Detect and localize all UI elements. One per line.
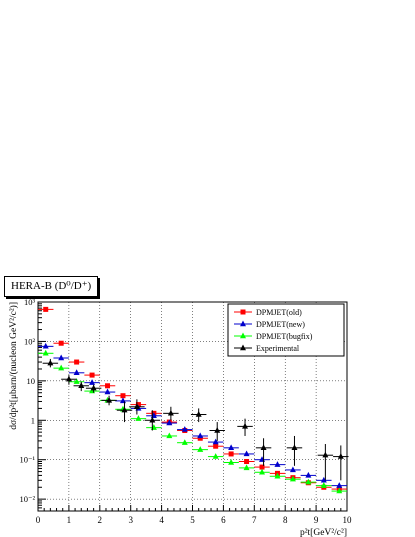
data-point-dpmjet-new [181,426,188,432]
data-point-dpmjet-new [305,471,312,478]
data-point-dpmjet-bugfix [305,478,312,485]
x-tick-label: 7 [252,515,257,525]
data-point-experimental [149,416,156,423]
data-point-dpmjet-old [197,435,203,441]
x-axis-label: p²t[GeV²/c²] [300,528,347,537]
chart-title: HERA-B (D⁰/D⁺) [4,276,99,297]
data-point-dpmjet-new [104,388,111,395]
data-point-experimental [121,406,128,413]
y-tick-label: 10⁻¹ [19,455,35,465]
data-point-dpmjet-bugfix [181,439,188,445]
data-point-dpmjet-old [213,443,219,449]
x-tick-label: 1 [67,515,72,525]
legend-label-dpmjet-bugfix: DPMJET(bugfix) [256,332,313,341]
data-point-dpmjet-bugfix [73,378,80,384]
data-point-dpmjet-new [320,476,327,483]
data-point-dpmjet-bugfix [135,415,142,421]
data-point-experimental [78,382,85,388]
legend-label-dpmjet-new: DPMJET(new) [256,320,305,329]
data-point-dpmjet-new [73,369,80,376]
data-point-experimental [195,411,202,417]
data-point-dpmjet-old [135,402,141,408]
data-point-dpmjet-bugfix [212,453,219,459]
data-point-dpmjet-bugfix [336,487,343,494]
data-point-dpmjet-old [259,464,265,470]
data-point-dpmjet-new [42,342,49,349]
data-point-dpmjet-new [212,438,219,445]
data-point-experimental [90,384,97,391]
y-tick-label: 1 [31,415,35,425]
data-point-dpmjet-old [228,451,234,457]
data-point-experimental [106,396,113,403]
legend-marker-dpmjet-bugfix [240,332,246,339]
x-tick-label: 3 [128,515,133,525]
data-point-dpmjet-bugfix [243,464,250,471]
data-point-dpmjet-new [58,354,65,361]
data-point-experimental [322,451,329,458]
data-point-dpmjet-bugfix [197,446,204,452]
data-point-experimental [47,359,54,366]
data-point-dpmjet-bugfix [228,458,235,465]
data-point-experimental [167,409,174,416]
y-axis-label: dσ/dp²t[μbarn/(nucleon GeV²/c²)] [8,302,19,430]
data-point-experimental [291,444,298,451]
data-point-dpmjet-bugfix [274,472,281,479]
data-point-dpmjet-bugfix [259,468,266,475]
x-tick-label: 10 [343,515,353,525]
data-point-experimental [242,422,249,429]
legend-marker-dpmjet-old [240,309,246,315]
data-point-dpmjet-old [58,340,64,346]
data-point-dpmjet-bugfix [166,432,173,439]
x-tick-label: 6 [221,515,226,525]
legend-label-experimental: Experimental [256,344,300,353]
y-tick-label: 10⁻² [19,494,35,504]
data-point-dpmjet-new [243,450,250,457]
x-tick-label: 2 [98,515,103,525]
data-point-dpmjet-new [228,444,235,451]
data-point-dpmjet-new [289,466,296,473]
data-point-dpmjet-bugfix [320,482,327,488]
data-point-dpmjet-old [74,359,80,365]
data-point-dpmjet-bugfix [58,364,65,371]
data-point-experimental [260,444,267,451]
data-point-dpmjet-new [166,419,173,426]
legend-box [227,303,345,357]
legend-marker-dpmjet-new [240,320,246,327]
legend-marker-experimental [240,344,246,351]
y-tick-label: 10² [24,336,36,346]
data-point-dpmjet-old [43,306,49,312]
data-point-dpmjet-bugfix [42,349,49,356]
data-point-dpmjet-old [244,459,250,465]
data-point-dpmjet-bugfix [289,475,296,482]
data-point-dpmjet-old [105,383,111,389]
data-point-dpmjet-new [336,482,343,488]
legend-label-dpmjet-old: DPMJET(old) [256,308,302,317]
data-point-experimental [337,453,344,459]
x-tick-label: 8 [283,515,288,525]
data-point-dpmjet-new [197,432,204,439]
data-point-experimental [133,403,140,409]
x-tick-label: 0 [36,515,41,525]
y-tick-label: 10³ [24,297,36,307]
data-point-dpmjet-old [120,393,126,399]
data-point-dpmjet-new [89,379,96,385]
data-point-experimental [65,375,72,382]
y-tick-label: 10 [27,376,36,386]
x-tick-label: 5 [190,515,195,525]
data-point-experimental [214,427,221,433]
x-tick-label: 4 [159,515,164,525]
data-point-dpmjet-old [89,372,95,378]
data-point-dpmjet-new [274,461,281,467]
x-tick-label: 9 [314,515,319,525]
